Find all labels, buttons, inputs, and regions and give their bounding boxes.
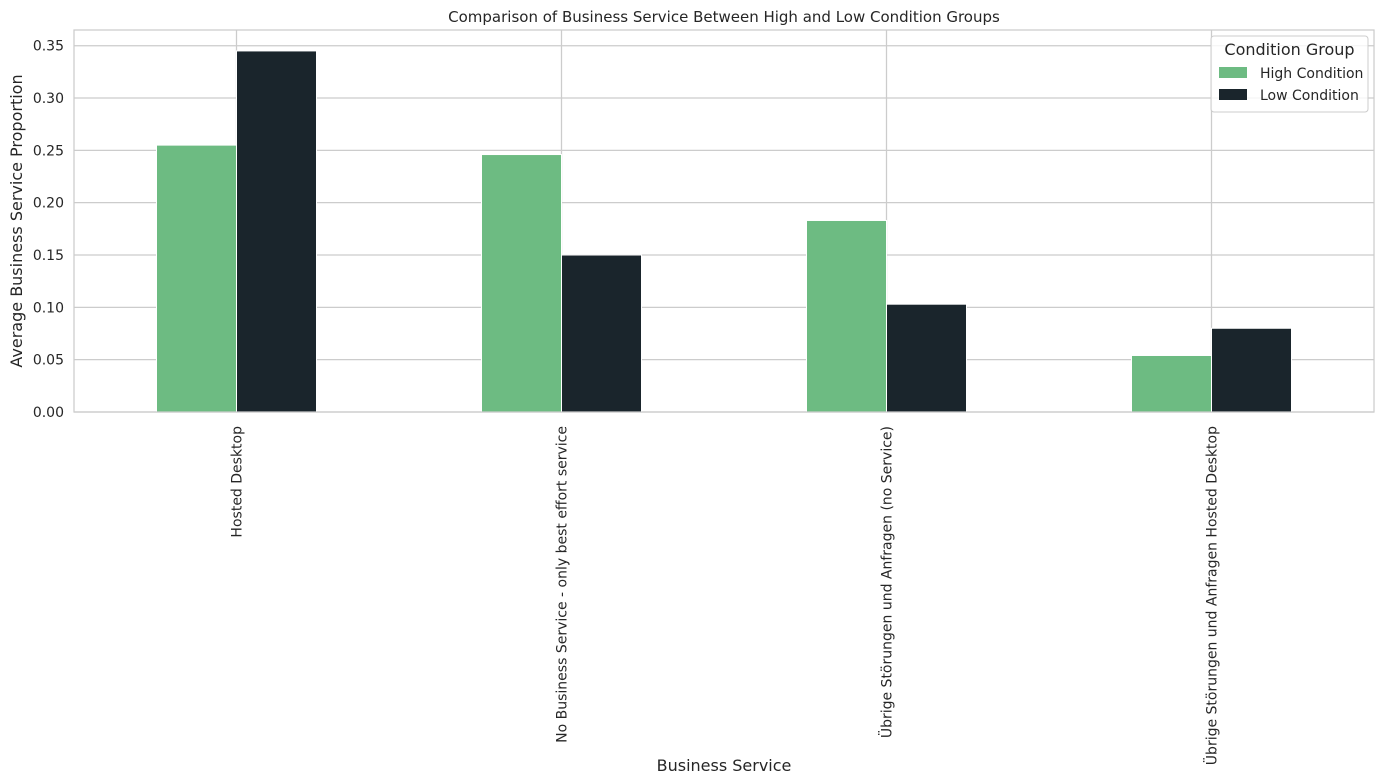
y-tick-label: 0.05	[33, 353, 64, 369]
legend-label: Low Condition	[1260, 88, 1359, 104]
legend-box	[1210, 35, 1369, 113]
legend: Condition Group High Condition Low Condit…	[1210, 35, 1369, 113]
bar-low-condition	[1211, 327, 1292, 413]
x-tick-label: Hosted Desktop	[230, 426, 246, 538]
bar-low-condition	[236, 50, 317, 413]
x-tick-label: Übrige Störungen und Anfragen (no Servic…	[878, 426, 896, 738]
y-tick-label: 0.15	[33, 248, 64, 264]
chart-title: Comparison of Business Service Between H…	[448, 8, 1000, 26]
y-tick-label: 0.20	[33, 196, 64, 212]
y-axis-title: Average Business Service Proportion	[7, 74, 26, 367]
plot-frame	[73, 29, 1375, 413]
bar-low-condition	[561, 254, 642, 413]
y-tick-label: 0.35	[33, 39, 64, 55]
y-tick-label: 0.30	[33, 91, 64, 107]
bars	[156, 50, 1292, 413]
bar-high-condition	[806, 219, 887, 413]
bar-high-condition	[156, 144, 237, 413]
x-axis-title: Business Service	[657, 756, 792, 775]
y-tick-labels: 0.00 0.05 0.10 0.15 0.20 0.25 0.30 0.35	[33, 39, 64, 421]
x-tick-label: Übrige Störungen und Anfragen Hosted Des…	[1203, 426, 1221, 765]
y-tick-label: 0.25	[33, 143, 64, 159]
bar-high-condition	[1131, 354, 1212, 413]
y-tick-label: 0.00	[33, 405, 64, 421]
bar-high-condition	[481, 154, 562, 413]
legend-title: Condition Group	[1224, 40, 1354, 59]
bar-low-condition	[886, 303, 967, 413]
y-tick-label: 0.10	[33, 300, 64, 316]
x-tick-labels: Hosted Desktop No Business Service - only…	[230, 426, 1221, 765]
x-tick-label: No Business Service - only best effort s…	[555, 426, 571, 743]
legend-swatch	[1219, 67, 1247, 78]
legend-swatch	[1219, 89, 1247, 100]
legend-label: High Condition	[1260, 66, 1363, 82]
legend-items: High Condition Low Condition	[1219, 66, 1363, 104]
